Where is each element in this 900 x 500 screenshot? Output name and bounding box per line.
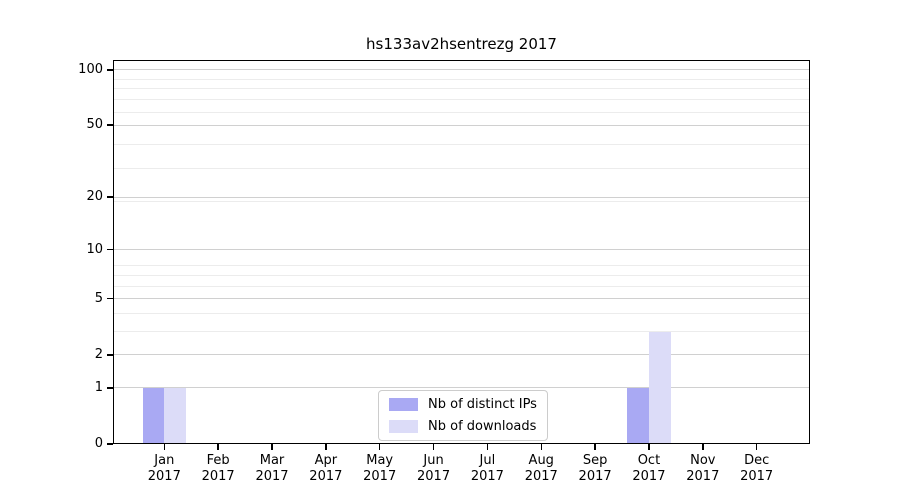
major-gridline xyxy=(113,298,810,300)
x-tick xyxy=(702,444,704,450)
x-tick xyxy=(755,444,758,450)
bar-distinct-ips-oct xyxy=(627,387,649,444)
major-gridline xyxy=(113,354,810,356)
x-tick xyxy=(217,444,219,450)
minor-gridline xyxy=(113,285,810,287)
bar-downloads-jan xyxy=(164,387,186,444)
y-tick xyxy=(107,297,113,300)
x-tick-label: Jul 2017 xyxy=(470,453,504,484)
major-gridline xyxy=(113,69,810,71)
x-tick-label: Aug 2017 xyxy=(524,453,558,484)
minor-gridline xyxy=(113,265,810,267)
downloads-swatch-icon xyxy=(389,420,418,433)
y-tick-label: 5 xyxy=(94,290,103,306)
x-tick xyxy=(432,444,435,450)
x-tick xyxy=(163,444,166,450)
y-tick xyxy=(107,124,113,126)
minor-gridline xyxy=(113,88,810,90)
legend-row-distinct-ips: Nb of distinct IPs xyxy=(389,397,537,412)
minor-gridline xyxy=(113,331,810,333)
y-tick-label: 100 xyxy=(78,61,103,77)
chart-title: hs133av2hsentrezg 2017 xyxy=(366,35,557,53)
y-tick xyxy=(107,354,113,356)
y-tick xyxy=(107,248,113,251)
y-tick xyxy=(107,69,113,71)
x-tick xyxy=(594,444,596,450)
y-tick xyxy=(107,196,113,198)
x-tick xyxy=(325,444,327,450)
x-tick xyxy=(378,444,381,450)
major-gridline xyxy=(113,387,810,389)
y-tick xyxy=(107,443,113,445)
x-tick-label: Feb 2017 xyxy=(201,453,235,484)
y-tick-label: 10 xyxy=(86,241,103,257)
major-gridline xyxy=(113,249,810,251)
major-gridline xyxy=(113,124,810,126)
x-tick xyxy=(648,444,650,450)
x-tick-label: May 2017 xyxy=(363,453,397,484)
bar-distinct-ips-jan xyxy=(142,387,165,444)
minor-gridline xyxy=(113,78,810,80)
minor-gridline xyxy=(113,144,810,146)
y-tick-label: 50 xyxy=(86,117,103,133)
major-gridline xyxy=(113,196,810,198)
x-tick xyxy=(540,444,542,450)
plot-area xyxy=(113,60,810,444)
legend: Nb of distinct IPs Nb of downloads xyxy=(378,390,548,441)
y-tick-label: 0 xyxy=(94,436,103,451)
x-tick xyxy=(486,444,489,450)
minor-gridline xyxy=(113,167,810,169)
legend-label-distinct-ips: Nb of distinct IPs xyxy=(428,397,537,412)
x-tick-label: Apr 2017 xyxy=(309,453,343,484)
x-tick-label: Nov 2017 xyxy=(686,453,720,484)
x-tick-label: Sep 2017 xyxy=(578,453,612,484)
minor-gridline xyxy=(113,200,810,202)
y-tick-label: 2 xyxy=(94,346,103,362)
x-tick-label: Jun 2017 xyxy=(417,453,451,484)
x-tick-label: Dec 2017 xyxy=(740,453,774,484)
y-tick-label: 20 xyxy=(86,189,103,205)
y-tick-label: 1 xyxy=(94,379,103,395)
x-tick-label: Mar 2017 xyxy=(255,453,289,484)
x-tick xyxy=(271,444,273,450)
y-tick xyxy=(107,387,113,389)
legend-row-downloads: Nb of downloads xyxy=(389,419,537,434)
x-tick-label: Jan 2017 xyxy=(147,453,181,484)
bar-downloads-oct xyxy=(648,331,671,444)
minor-gridline xyxy=(113,99,810,101)
minor-gridline xyxy=(113,111,810,113)
distinct-ips-swatch-icon xyxy=(389,398,418,411)
minor-gridline xyxy=(113,313,810,314)
minor-gridline xyxy=(113,274,810,276)
x-tick-label: Oct 2017 xyxy=(632,453,666,484)
legend-label-downloads: Nb of downloads xyxy=(428,419,537,434)
